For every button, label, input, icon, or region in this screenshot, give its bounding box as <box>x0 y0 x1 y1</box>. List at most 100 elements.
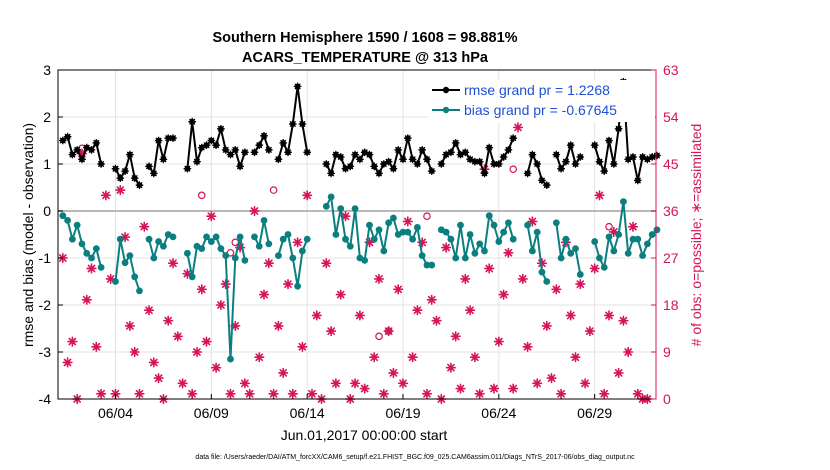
obs-assimilated-marker <box>570 352 581 363</box>
rmse-point-star <box>614 125 623 133</box>
bias-point <box>351 205 359 213</box>
rmse-point-star <box>389 164 398 173</box>
rmse-point-star <box>595 157 604 166</box>
rmse-point-star <box>111 164 120 173</box>
obs-assimilated-marker <box>321 258 332 269</box>
obs-possible-marker <box>605 222 613 231</box>
bias-point <box>73 221 81 229</box>
bias-point <box>634 235 642 243</box>
bias-point <box>97 264 105 271</box>
obs-assimilated-marker <box>91 341 102 352</box>
rmse-point-star <box>135 181 144 189</box>
rmse-point-star <box>499 153 508 161</box>
bias-point <box>68 235 76 243</box>
legend-bias-label: bias grand pr = -0.67645 <box>464 102 617 118</box>
obs-assimilated-marker <box>67 336 78 347</box>
obs-assimilated-marker <box>584 326 595 337</box>
bias-point <box>428 261 436 269</box>
rmse-point-star <box>121 167 129 175</box>
obs-assimilated-marker <box>287 388 298 399</box>
rmse-point-star <box>183 164 192 173</box>
rmse-point-star <box>466 155 474 164</box>
rmse-point-star <box>250 148 259 157</box>
bias-series-line <box>555 222 582 275</box>
obs-assimilated-marker <box>244 388 255 399</box>
obs-assimilated-marker <box>326 326 337 337</box>
obs-assimilated-marker <box>306 388 318 399</box>
y-axis-label: rmse and bias (model - observation) <box>20 123 36 347</box>
obs-assimilated-marker <box>177 378 188 389</box>
rmse-point-star <box>447 148 455 157</box>
y-tick-label: -1 <box>39 250 52 266</box>
bias-point <box>557 254 565 262</box>
obs-assimilated-marker <box>110 388 121 399</box>
y2-tick-label: 9 <box>663 344 671 360</box>
rmse-point-star <box>265 146 273 154</box>
obs-assimilated-marker <box>302 190 313 201</box>
obs-assimilated-marker <box>623 346 634 358</box>
obs-assimilated-marker <box>445 362 456 373</box>
bias-point <box>452 254 460 262</box>
obs-assimilated-marker <box>167 258 179 269</box>
obs-assimilated-marker <box>278 367 289 378</box>
bias-point <box>121 259 129 267</box>
rmse-point-star <box>360 148 369 157</box>
obs-assimilated-marker <box>397 378 409 389</box>
rmse-point-star <box>92 139 101 147</box>
obs-assimilated-marker <box>220 279 231 290</box>
rmse-point-star <box>404 134 412 142</box>
rmse-point-star <box>83 143 91 152</box>
obs-assimilated-marker <box>105 273 116 284</box>
bias-point <box>543 278 551 285</box>
bias-point <box>418 252 426 260</box>
obs-assimilated-marker <box>426 294 437 305</box>
rmse-point-star <box>643 155 652 164</box>
y-tick-label: 2 <box>43 109 51 125</box>
rmse-point-star <box>610 160 618 168</box>
obs-assimilated-marker <box>417 237 428 248</box>
rmse-point-star <box>154 136 163 145</box>
bias-point <box>265 240 273 248</box>
rmse-point-star <box>418 146 426 154</box>
rmse-point-star <box>159 155 168 164</box>
obs-assimilated-marker <box>469 352 480 363</box>
bias-point <box>298 247 306 255</box>
x-axis-ticks: 06/04 06/09 06/14 06/19 06/24 06/29 <box>98 394 612 421</box>
bias-point <box>409 235 416 243</box>
rmse-point-star <box>68 150 77 159</box>
obs-assimilated-marker <box>450 331 461 342</box>
obs-assimilated-marker <box>163 315 174 326</box>
rmse-point-star <box>336 153 345 161</box>
obs-assimilated-marker <box>594 190 605 201</box>
rmse-point-star <box>346 162 355 171</box>
rmse-point-star <box>341 164 350 173</box>
obs-assimilated-marker <box>599 388 610 399</box>
obs-assimilated-marker <box>441 242 452 253</box>
rmse-point-star <box>471 157 479 166</box>
obs-assimilated-marker <box>187 388 198 399</box>
obs-assimilated-marker <box>369 352 380 363</box>
obs-assimilated-marker <box>603 310 615 321</box>
obs-assimilated-marker <box>388 367 399 378</box>
bias-point <box>116 235 124 243</box>
bias-point <box>188 273 196 281</box>
rmse-point-star <box>509 134 517 142</box>
rmse-point-star <box>356 155 364 164</box>
obs-assimilated-marker <box>191 346 203 358</box>
obs-assimilated-marker <box>129 346 140 358</box>
obs-assimilated-marker <box>235 242 246 253</box>
bias-point <box>461 254 469 262</box>
bias-point <box>251 233 258 241</box>
bias-point <box>457 221 464 229</box>
legend: rmse grand pr = 1.2268 bias grand pr = -… <box>428 80 655 122</box>
rmse-point-star <box>427 167 436 175</box>
chart-title: Southern Hemisphere 1590 / 1608 = 98.881… <box>212 30 517 46</box>
legend-box <box>428 80 655 122</box>
bias-series-line <box>253 219 270 248</box>
obs-assimilated-marker <box>498 289 509 300</box>
rmse-point-star <box>150 169 158 178</box>
legend-rmse-label: rmse grand pr = 1.2268 <box>464 82 610 98</box>
rmse-point-star <box>475 157 484 166</box>
bias-point <box>112 278 119 285</box>
bias-point <box>231 254 239 262</box>
